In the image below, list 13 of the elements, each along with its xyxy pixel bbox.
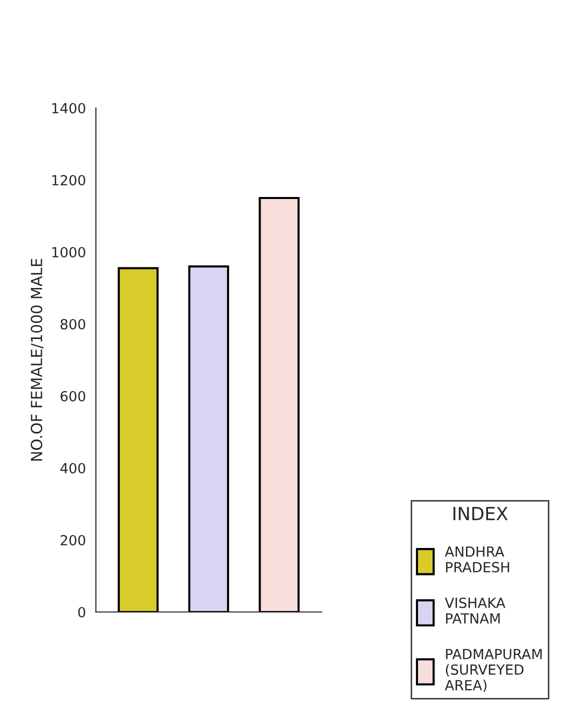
legend-title: INDEX — [454, 506, 508, 520]
y-tick-label: 1200 — [52, 174, 86, 186]
y-tick-label: 1000 — [52, 246, 86, 258]
y-tick-label: 400 — [60, 462, 86, 474]
legend-label: ANDHRA PRADESH — [444, 546, 510, 572]
y-tick-label: 800 — [60, 318, 86, 330]
y-tick-label: 1400 — [52, 102, 86, 114]
legend-label: PADMAPURAM (SURVEYED AREA) — [444, 648, 542, 692]
y-tick-label: 600 — [60, 390, 86, 402]
legend-label: VISHAKA PATNAM — [444, 598, 506, 624]
y-tick-label: 200 — [60, 534, 86, 546]
y-axis-title: NO.OF FEMALE/1000 MALE — [30, 258, 44, 461]
y-tick-label: 0 — [78, 606, 86, 618]
